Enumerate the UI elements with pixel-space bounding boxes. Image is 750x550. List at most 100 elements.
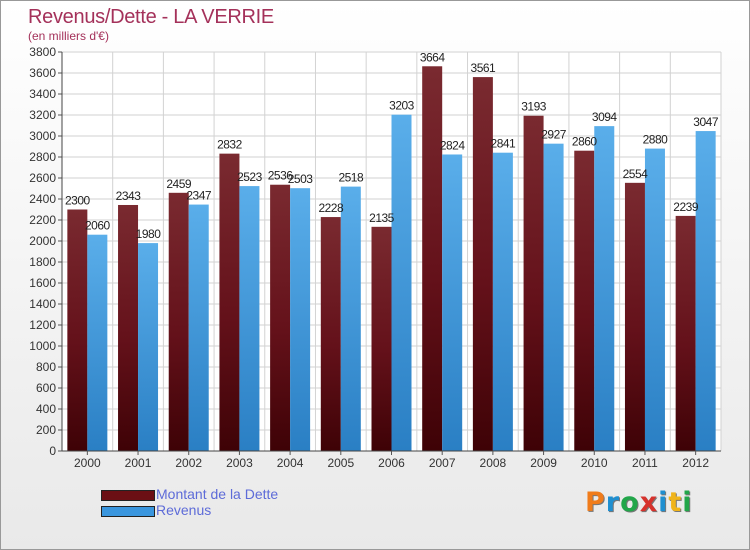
chart-title: Revenus/Dette - LA VERRIE: [28, 6, 274, 28]
bar-dette: [219, 153, 240, 451]
y-tick-label: 1000: [29, 339, 56, 353]
bar-revenus: [644, 148, 665, 451]
bar-revenus: [391, 114, 412, 451]
data-label-dette: 2228: [318, 201, 344, 215]
x-tick-label: 2003: [226, 456, 253, 470]
data-label-revenus: 2824: [440, 138, 466, 152]
y-tick-label: 1600: [29, 276, 56, 290]
y-tick-label: 200: [36, 423, 56, 437]
brand-logo-letter: o: [620, 487, 640, 518]
brand-logo-letter: t: [668, 487, 683, 518]
x-tick-label: 2004: [277, 456, 304, 470]
x-tick-label: 2008: [480, 456, 507, 470]
x-tick-label: 2010: [581, 456, 608, 470]
y-tick-label: 0: [49, 444, 56, 458]
brand-logo-letter: r: [605, 487, 621, 518]
data-label-revenus: 2880: [643, 133, 669, 147]
y-tick-label: 2200: [29, 213, 56, 227]
x-tick-label: 2005: [327, 456, 354, 470]
legend-swatch-dette: [101, 490, 155, 501]
bar-revenus: [543, 143, 564, 452]
y-tick-label: 1800: [29, 255, 56, 269]
bar-dette: [270, 184, 291, 451]
y-tick-label: 3200: [29, 108, 56, 122]
data-label-revenus: 2841: [491, 137, 517, 151]
y-tick-label: 1400: [29, 297, 56, 311]
brand-logo-letter: i: [682, 487, 693, 518]
x-tick-label: 2002: [175, 456, 202, 470]
y-tick-label: 2600: [29, 171, 56, 185]
y-tick-label: 3400: [29, 87, 56, 101]
bar-revenus: [239, 186, 260, 451]
data-label-revenus: 3047: [693, 115, 719, 129]
data-label-revenus: 3203: [389, 99, 415, 113]
x-tick-label: 2007: [429, 456, 456, 470]
y-tick-label: 2400: [29, 192, 56, 206]
data-label-dette: 2832: [217, 138, 243, 152]
brand-logo-letter: i: [658, 487, 669, 518]
y-tick-label: 3000: [29, 129, 56, 143]
y-tick-label: 600: [36, 381, 56, 395]
bar-revenus: [695, 131, 716, 451]
bar-revenus: [87, 234, 108, 451]
brand-logo-letter: x: [639, 487, 659, 518]
data-label-dette: 2860: [572, 135, 598, 149]
bar-revenus: [138, 243, 159, 451]
data-label-revenus: 2927: [541, 128, 567, 142]
bar-dette: [118, 204, 139, 451]
data-label-dette: 3193: [521, 100, 547, 114]
y-tick-label: 2800: [29, 150, 56, 164]
bar-dette: [67, 209, 88, 451]
x-tick-label: 2000: [74, 456, 101, 470]
bar-dette: [168, 192, 189, 451]
data-label-dette: 2300: [65, 194, 91, 208]
bar-dette: [523, 115, 544, 452]
bar-dette: [320, 217, 341, 451]
data-label-revenus: 2503: [288, 172, 314, 186]
bars: [67, 66, 716, 452]
bar-revenus: [290, 188, 311, 451]
data-label-dette: 2239: [673, 200, 699, 214]
legend-label-revenus: Revenus: [156, 502, 212, 518]
data-label-revenus: 2523: [237, 170, 263, 184]
brand-logo: Proxiti: [585, 487, 693, 518]
y-tick-label: 2000: [29, 234, 56, 248]
bar-revenus: [188, 204, 209, 451]
data-label-dette: 2459: [166, 177, 192, 191]
data-labels: 2300 2343 2459 2832 2536 2228 2135 3664 3561 3193…: [65, 50, 719, 241]
data-label-dette: 2536: [268, 169, 294, 183]
legend-swatch-revenus: [101, 506, 155, 517]
data-label-revenus: 2347: [186, 189, 212, 203]
y-tick-label: 3800: [29, 45, 56, 59]
y-tick-label: 800: [36, 360, 56, 374]
data-label-dette: 3561: [471, 61, 497, 75]
bar-dette: [371, 226, 392, 451]
x-tick-label: 2001: [125, 456, 152, 470]
y-tick-label: 400: [36, 402, 56, 416]
x-tick-label: 2012: [682, 456, 709, 470]
data-label-revenus: 2518: [338, 171, 364, 185]
brand-logo-letter: P: [585, 487, 606, 518]
legend-label-dette: Montant de la Dette: [156, 486, 279, 502]
data-label-revenus: 3094: [592, 110, 618, 124]
bar-revenus: [442, 154, 463, 452]
y-tick-label: 3600: [29, 66, 56, 80]
data-label-dette: 2343: [116, 189, 142, 203]
bar-dette: [675, 215, 696, 451]
data-label-revenus: 1980: [136, 227, 162, 241]
x-tick-label: 2006: [378, 456, 405, 470]
bar-revenus: [340, 186, 361, 452]
bar-revenus: [594, 126, 615, 451]
bar-revenus: [492, 152, 513, 451]
chart-subtitle: (en milliers d'€): [28, 29, 109, 43]
x-tick-label: 2009: [530, 456, 557, 470]
data-label-dette: 2135: [369, 211, 395, 225]
data-label-dette: 2554: [623, 167, 649, 181]
data-label-dette: 3664: [420, 50, 446, 64]
bar-dette: [624, 182, 645, 451]
y-tick-label: 1200: [29, 318, 56, 332]
data-label-revenus: 2060: [85, 219, 111, 233]
bar-dette: [472, 77, 493, 451]
